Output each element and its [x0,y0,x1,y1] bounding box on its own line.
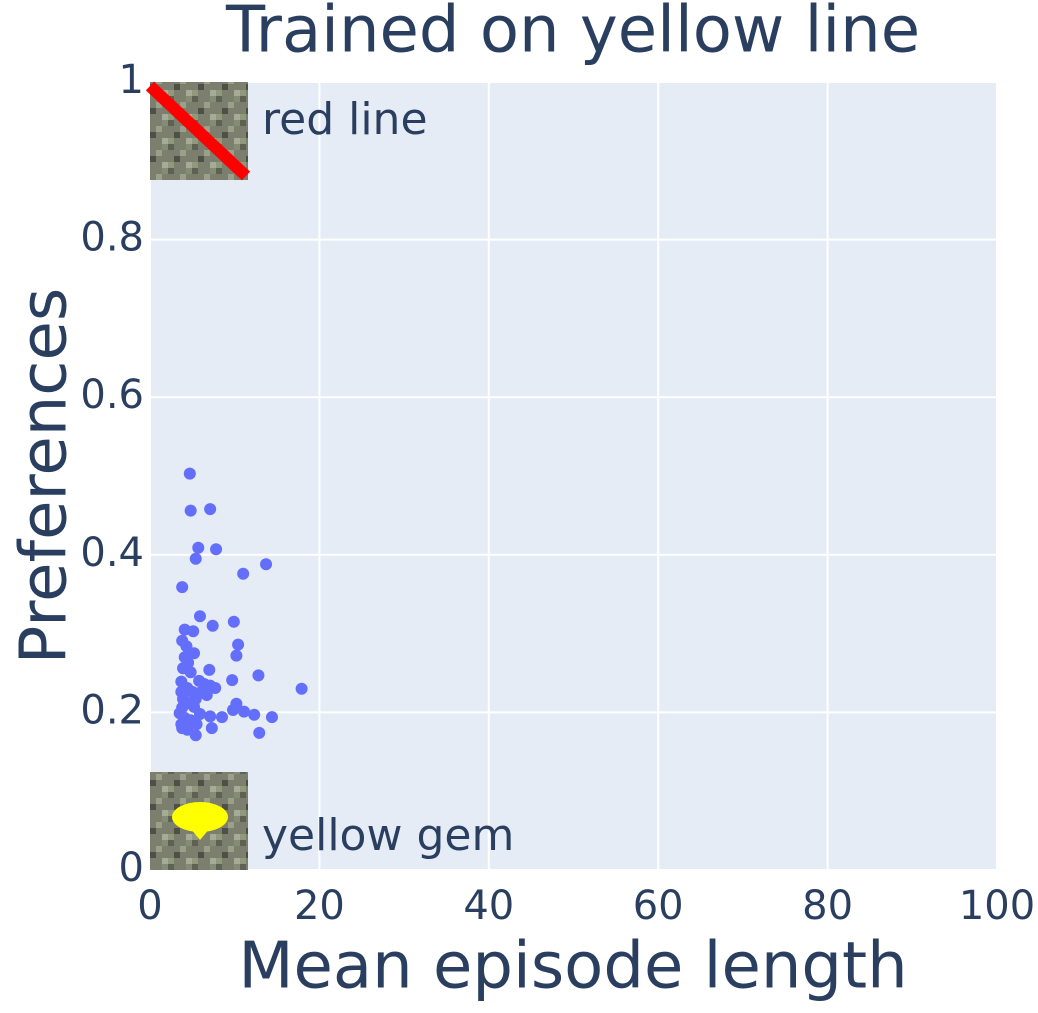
point [203,663,216,676]
point [190,718,203,731]
point [193,610,206,623]
point [193,707,206,720]
annotation: yellow gem [262,810,514,861]
y-tick-label: 0.8 [80,215,144,261]
point [210,543,223,556]
point [206,619,219,632]
point [204,503,217,516]
x-tick-label: 20 [294,883,345,929]
point [183,467,196,480]
x-axis-title: Mean episode length [238,930,907,1004]
plot-area [150,82,997,870]
point [188,647,201,660]
point [248,708,261,721]
point [209,681,222,694]
red-line-thumbnail [145,81,251,181]
point [205,722,218,735]
point [176,581,189,594]
point [238,705,251,718]
point [187,625,200,638]
point [232,638,245,651]
points [173,467,308,742]
point [265,711,278,724]
yellow-gem-thumbnail [150,772,248,870]
point [204,710,217,723]
point [227,704,240,717]
annotation: red line [262,94,428,145]
x-tick-label: 40 [463,883,514,929]
point [180,640,193,653]
x-tick-label: 80 [802,883,853,929]
point [184,666,197,679]
y-tick-label: 0.4 [80,530,144,576]
x-tick-label: 60 [633,883,684,929]
point [237,567,250,580]
point [260,558,273,571]
point [295,682,308,695]
point [200,689,213,702]
y-axis-title: Preferences [8,288,82,664]
point [176,722,189,735]
point [253,726,266,739]
y-tick-label: 0.6 [80,372,144,418]
point [227,615,240,628]
y-tick-label: 0 [119,845,144,891]
y-tick-label: 1 [119,57,144,103]
point [230,649,243,662]
x-tick-label: 100 [959,883,1035,929]
grid [149,81,998,871]
y-tick-label: 0.2 [80,687,144,733]
x-tick-label: 0 [137,883,162,929]
point [189,552,202,565]
point [189,729,202,742]
point [252,669,265,682]
point [184,504,197,517]
point [192,541,205,554]
point [215,711,228,724]
chart-title: Trained on yellow line [225,0,920,68]
point [226,674,239,687]
